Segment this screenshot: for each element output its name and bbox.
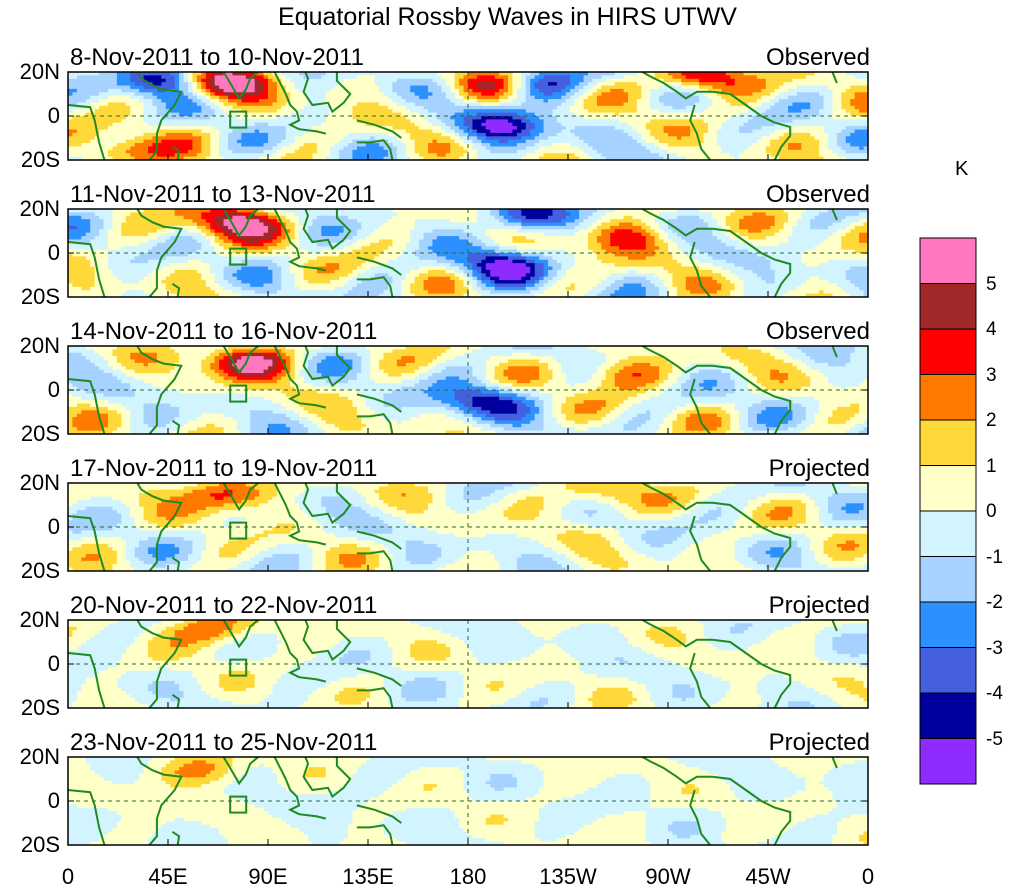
y-tick-label: 0 (0, 242, 60, 264)
contour-field (68, 72, 868, 160)
colorbar-swatch (919, 465, 977, 512)
panel-status: Observed (766, 320, 870, 344)
colorbar-label: 5 (986, 275, 997, 294)
panel-2 (67, 208, 869, 298)
x-tick-label: 180 (423, 866, 513, 888)
contour-field (68, 757, 868, 845)
y-tick-label: 0 (0, 653, 60, 675)
coastlines (68, 483, 838, 571)
colorbar-label: 3 (986, 366, 997, 385)
panel-status: Observed (766, 183, 870, 207)
contour-field (68, 620, 868, 708)
colorbar-units: K (955, 158, 968, 181)
y-tick-label: 0 (0, 790, 60, 812)
region-box (229, 247, 248, 266)
region-box (229, 795, 248, 814)
y-tick-label: 20S (0, 149, 60, 171)
colorbar-label: 2 (986, 411, 997, 430)
panel-date-range: 20-Nov-2011 to 22-Nov-2011 (70, 594, 377, 618)
colorbar-swatch (919, 419, 977, 466)
colorbar-label: -2 (986, 593, 1003, 612)
y-tick-label: 20N (0, 746, 60, 768)
panel-status: Projected (769, 731, 870, 755)
y-tick-label: 20S (0, 286, 60, 308)
colorbar-swatch (919, 328, 977, 375)
colorbar-label: 4 (986, 320, 997, 339)
y-tick-label: 20N (0, 472, 60, 494)
region-box (229, 384, 248, 403)
y-tick-label: 20S (0, 423, 60, 445)
y-tick-label: 20N (0, 609, 60, 631)
x-tick-label: 0 (823, 866, 913, 888)
region-box (229, 658, 248, 677)
panel-status: Projected (769, 594, 870, 618)
colorbar-swatch (919, 556, 977, 603)
colorbar-label: 1 (986, 457, 997, 476)
x-tick-label: 45E (123, 866, 213, 888)
colorbar-swatch (919, 283, 977, 330)
figure-title: Equatorial Rossby Waves in HIRS UTWV (0, 0, 1015, 34)
colorbar-label: -1 (986, 548, 1003, 567)
coastlines (68, 346, 838, 434)
panel-date-range: 11-Nov-2011 to 13-Nov-2011 (70, 183, 376, 207)
y-tick-label: 20N (0, 198, 60, 220)
contour-field (68, 483, 868, 571)
panel-5 (67, 619, 869, 709)
panel-date-range: 8-Nov-2011 to 10-Nov-2011 (70, 46, 364, 70)
y-tick-label: 20S (0, 560, 60, 582)
colorbar-label: 0 (986, 502, 997, 521)
y-tick-label: 0 (0, 516, 60, 538)
coastlines (68, 620, 838, 708)
panel-date-range: 17-Nov-2011 to 19-Nov-2011 (70, 457, 377, 481)
panel-date-range: 23-Nov-2011 to 25-Nov-2011 (70, 731, 377, 755)
panel-3 (67, 345, 869, 435)
x-tick-label: 135E (323, 866, 413, 888)
x-tick-label: 45W (723, 866, 813, 888)
colorbar-label: -3 (986, 639, 1003, 658)
y-tick-label: 0 (0, 379, 60, 401)
colorbar-swatch (919, 601, 977, 648)
panel-status: Projected (769, 457, 870, 481)
x-tick-label: 0 (23, 866, 113, 888)
colorbar-label: -5 (986, 730, 1003, 749)
colorbar-swatch (919, 237, 977, 284)
panel-6 (67, 756, 869, 846)
colorbar (919, 237, 977, 785)
colorbar-label: -4 (986, 684, 1003, 703)
y-tick-label: 20N (0, 335, 60, 357)
panel-date-range: 14-Nov-2011 to 16-Nov-2011 (70, 320, 377, 344)
coastlines (68, 209, 838, 297)
colorbar-swatch (919, 647, 977, 694)
coastlines (68, 757, 838, 845)
panel-status: Observed (766, 46, 870, 70)
colorbar-swatch (919, 510, 977, 557)
x-tick-label: 90E (223, 866, 313, 888)
colorbar-swatch (919, 692, 977, 739)
panel-1 (67, 71, 869, 161)
colorbar-swatch (919, 738, 977, 785)
x-tick-label: 90W (623, 866, 713, 888)
panel-4 (67, 482, 869, 572)
colorbar-swatch (919, 374, 977, 421)
y-tick-label: 20S (0, 834, 60, 856)
region-box (229, 110, 248, 129)
contour-field (68, 346, 868, 434)
y-tick-label: 0 (0, 105, 60, 127)
y-tick-label: 20N (0, 61, 60, 83)
contour-field (68, 209, 868, 297)
region-box (229, 521, 248, 540)
x-tick-label: 135W (523, 866, 613, 888)
y-tick-label: 20S (0, 697, 60, 719)
